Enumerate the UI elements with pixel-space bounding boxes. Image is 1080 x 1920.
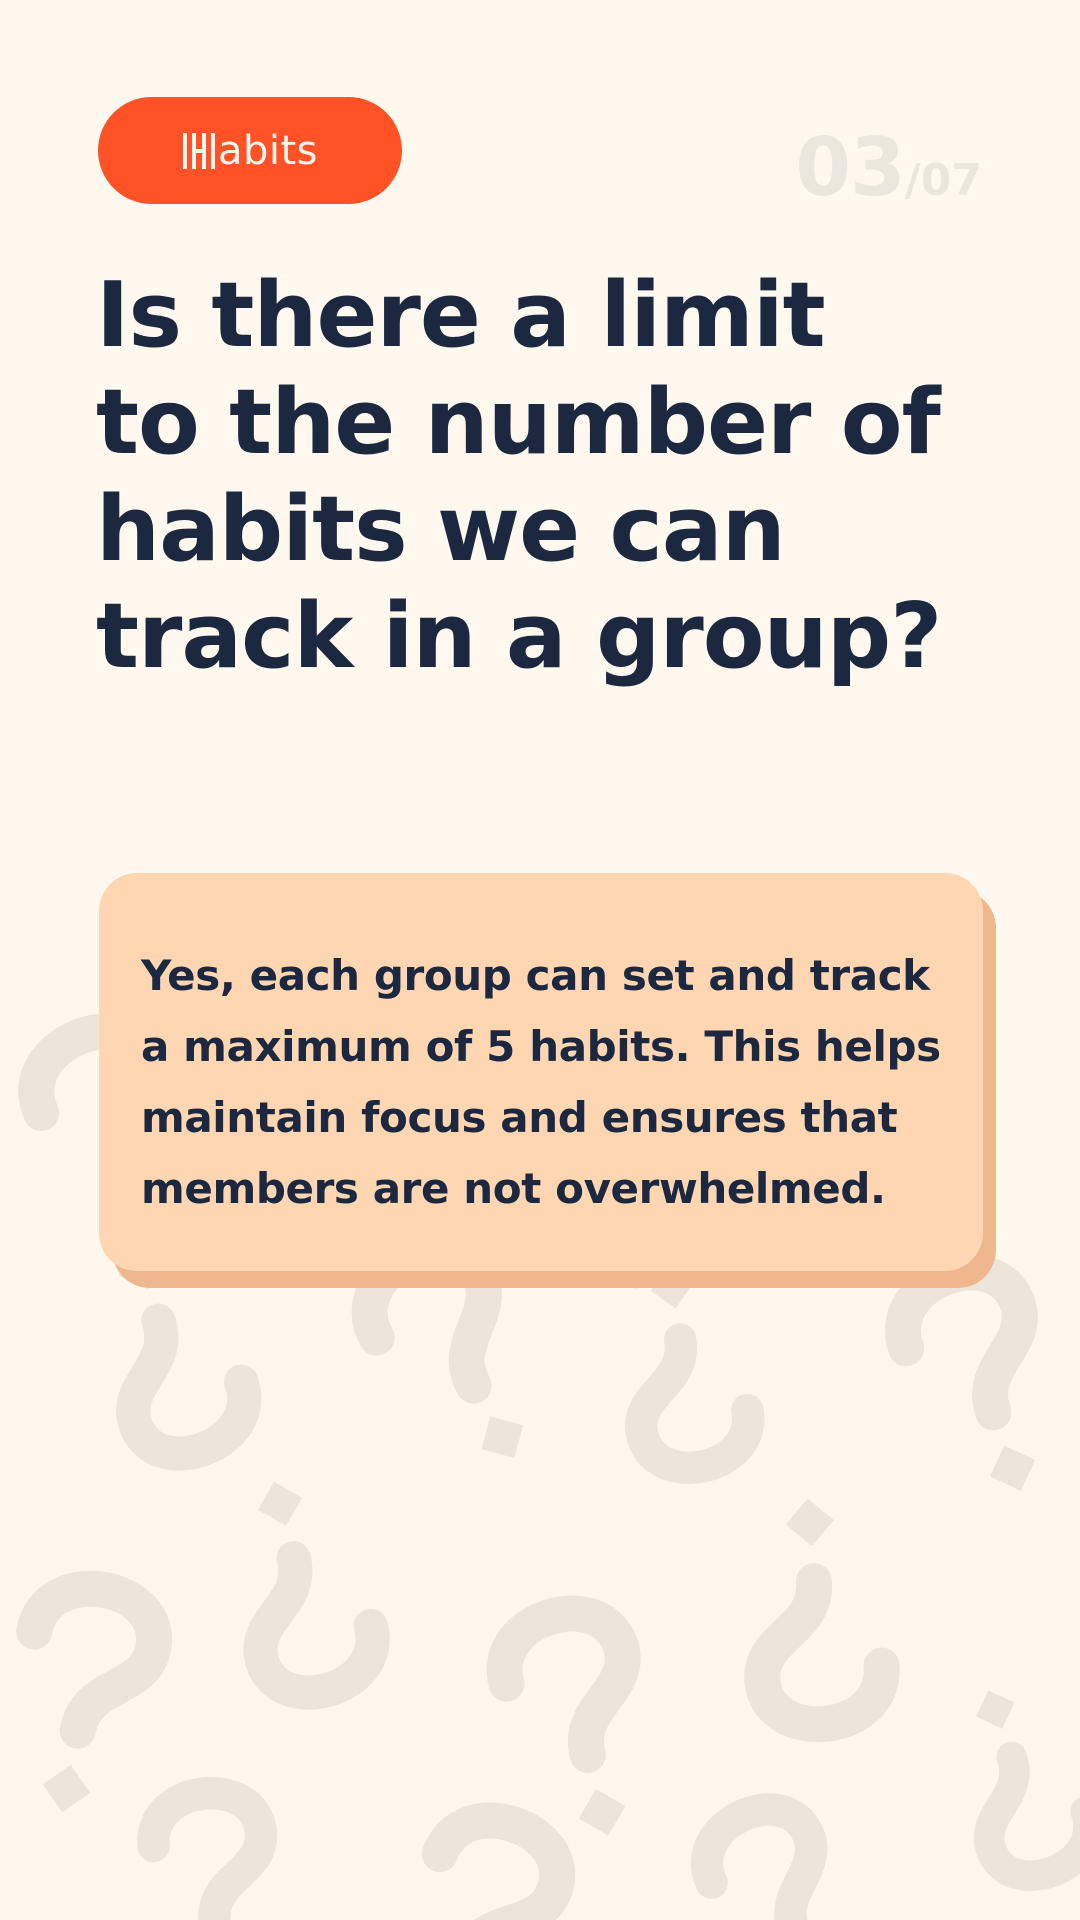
habits-h-logo-icon: [182, 131, 216, 171]
habits-logo: abits: [98, 97, 402, 204]
page-current-number: 03: [795, 121, 905, 214]
answer-card: Yes, each group can set and track a maxi…: [99, 873, 983, 1271]
page-total-number: /07: [904, 155, 982, 206]
logo-wordmark: abits: [217, 127, 319, 174]
page-counter: 03/07: [795, 128, 982, 208]
faq-question: Is there a limit to the number of habits…: [96, 263, 942, 689]
faq-answer: Yes, each group can set and track a maxi…: [141, 951, 941, 1213]
